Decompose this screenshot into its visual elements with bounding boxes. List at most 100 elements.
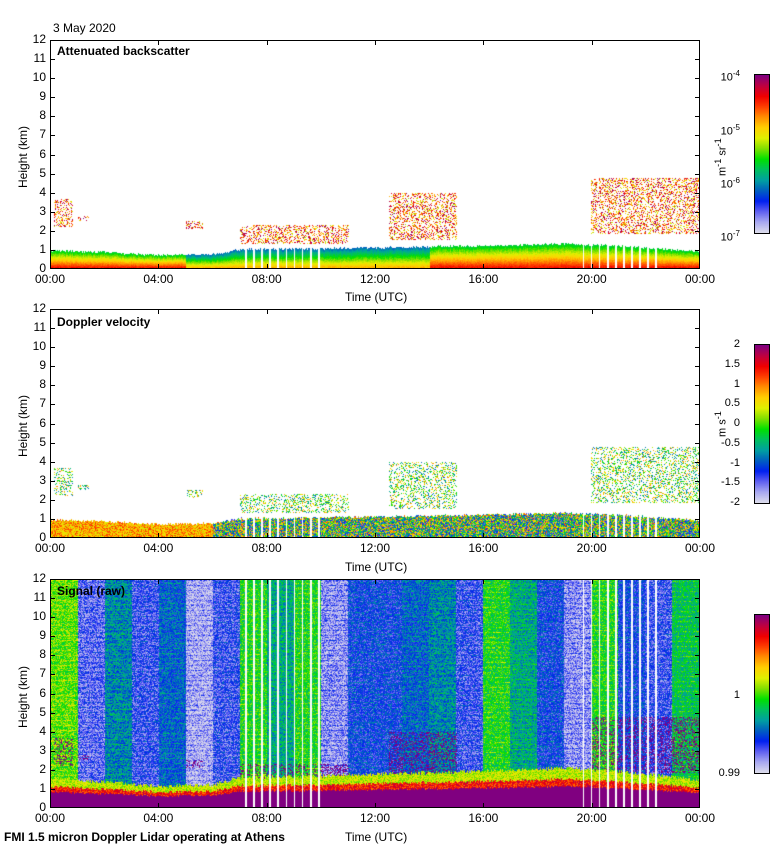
y-tick-mark bbox=[50, 423, 55, 425]
y-tick-label: 9 bbox=[39, 358, 46, 373]
panel-title: Signal (raw) bbox=[57, 584, 126, 598]
y-tick-mark bbox=[50, 693, 55, 695]
y-tick-mark bbox=[50, 442, 55, 444]
y-tick-label: 10 bbox=[32, 609, 46, 624]
y-tick-label: 6 bbox=[39, 146, 46, 161]
x-tick-label: 00:00 bbox=[34, 811, 66, 825]
y-tick-label: 6 bbox=[39, 415, 46, 430]
x-tick-label: 16:00 bbox=[468, 272, 499, 286]
x-tick-label: 20:00 bbox=[576, 272, 607, 286]
colorbar-tick: 1.5 bbox=[724, 357, 740, 370]
y-tick-mark bbox=[695, 135, 700, 137]
y-tick-mark bbox=[50, 518, 55, 520]
x-tick-label: 08:00 bbox=[251, 272, 282, 286]
y-tick-mark bbox=[695, 693, 700, 695]
x-tick-mark bbox=[158, 803, 160, 808]
y-tick-label: 7 bbox=[39, 396, 46, 411]
x-tick-mark bbox=[266, 533, 268, 538]
plot-area-velocity bbox=[50, 309, 700, 538]
x-tick-mark bbox=[483, 40, 485, 45]
x-tick-mark bbox=[266, 579, 268, 584]
y-tick-label: 10 bbox=[32, 70, 46, 85]
y-tick-label: 1 bbox=[39, 241, 46, 256]
y-tick-mark bbox=[695, 480, 700, 482]
heatmap-signal bbox=[51, 580, 699, 807]
y-tick-mark bbox=[695, 442, 700, 444]
colorbar-backscatter bbox=[754, 74, 770, 234]
plot-area-backscatter bbox=[50, 40, 700, 269]
y-tick-mark bbox=[695, 769, 700, 771]
x-tick-mark bbox=[591, 803, 593, 808]
x-tick-mark bbox=[375, 40, 376, 45]
colorbar-tick: 1 bbox=[733, 377, 740, 390]
x-tick-label: 08:00 bbox=[251, 541, 282, 555]
y-tick-mark bbox=[50, 192, 55, 194]
y-tick-mark bbox=[50, 499, 55, 501]
x-tick-label: 12:00 bbox=[359, 272, 391, 286]
y-tick-mark bbox=[50, 97, 55, 99]
y-tick-mark bbox=[695, 78, 700, 80]
x-tick-mark bbox=[375, 579, 376, 584]
y-tick-label: 11 bbox=[33, 320, 46, 335]
x-axis-label: Time (UTC) bbox=[345, 290, 408, 304]
y-tick-mark bbox=[50, 712, 55, 714]
y-tick-label: 0 bbox=[39, 261, 46, 275]
y-tick-mark bbox=[50, 461, 55, 463]
x-tick-mark bbox=[266, 309, 268, 314]
y-tick-mark bbox=[50, 116, 55, 118]
y-tick-mark bbox=[50, 366, 55, 368]
y-tick-label: 4 bbox=[39, 723, 46, 738]
x-axis-label: Time (UTC) bbox=[345, 560, 408, 574]
y-tick-label: 8 bbox=[39, 647, 46, 662]
y-tick-mark bbox=[50, 636, 55, 638]
panel-title: Attenuated backscatter bbox=[57, 44, 190, 58]
x-tick-label: 04:00 bbox=[143, 272, 174, 286]
x-tick-label: 00:00 bbox=[684, 541, 716, 555]
date-label: 3 May 2020 bbox=[53, 21, 116, 35]
x-tick-mark bbox=[375, 533, 376, 538]
x-tick-mark bbox=[591, 40, 593, 45]
x-tick-label: 16:00 bbox=[468, 811, 499, 825]
x-axis-label: Time (UTC) bbox=[345, 830, 408, 844]
y-tick-mark bbox=[50, 655, 55, 657]
y-tick-label: 3 bbox=[39, 742, 46, 757]
y-tick-mark bbox=[695, 366, 700, 368]
colorbar-tick: 10-4 bbox=[720, 69, 740, 84]
y-tick-mark bbox=[50, 769, 55, 771]
y-tick-mark bbox=[695, 674, 700, 676]
y-tick-mark bbox=[50, 480, 55, 482]
y-tick-mark bbox=[50, 328, 55, 330]
x-tick-mark bbox=[158, 579, 160, 584]
colorbar-tick: 2 bbox=[733, 338, 740, 350]
x-tick-mark bbox=[158, 309, 160, 314]
y-tick-mark bbox=[50, 211, 55, 213]
y-tick-mark bbox=[695, 499, 700, 501]
x-tick-mark bbox=[591, 533, 593, 538]
y-tick-mark bbox=[50, 347, 55, 349]
y-tick-label: 5 bbox=[39, 165, 46, 180]
colorbar-tick: -0.5 bbox=[721, 436, 740, 449]
x-tick-mark bbox=[158, 533, 160, 538]
y-tick-mark bbox=[50, 78, 55, 80]
x-tick-mark bbox=[483, 264, 485, 269]
colorbar-tick: 0.5 bbox=[724, 397, 740, 410]
y-tick-mark bbox=[695, 518, 700, 520]
x-tick-mark bbox=[375, 803, 376, 808]
x-tick-mark bbox=[266, 803, 268, 808]
y-tick-label: 12 bbox=[32, 301, 46, 315]
y-tick-label: 4 bbox=[39, 453, 46, 468]
y-tick-mark bbox=[695, 385, 700, 387]
x-tick-mark bbox=[591, 264, 593, 269]
y-tick-mark bbox=[50, 249, 55, 251]
y-tick-mark bbox=[50, 731, 55, 733]
y-tick-label: 4 bbox=[39, 184, 46, 199]
y-tick-label: 6 bbox=[39, 685, 46, 700]
x-tick-mark bbox=[591, 579, 593, 584]
colorbar-tick: 10-7 bbox=[720, 229, 740, 244]
y-tick-mark bbox=[695, 423, 700, 425]
y-tick-label: 3 bbox=[39, 203, 46, 218]
y-tick-mark bbox=[695, 636, 700, 638]
heatmap-backscatter bbox=[51, 41, 699, 268]
colorbar-tick: 0.99 bbox=[718, 767, 740, 779]
y-tick-label: 0 bbox=[39, 800, 46, 814]
